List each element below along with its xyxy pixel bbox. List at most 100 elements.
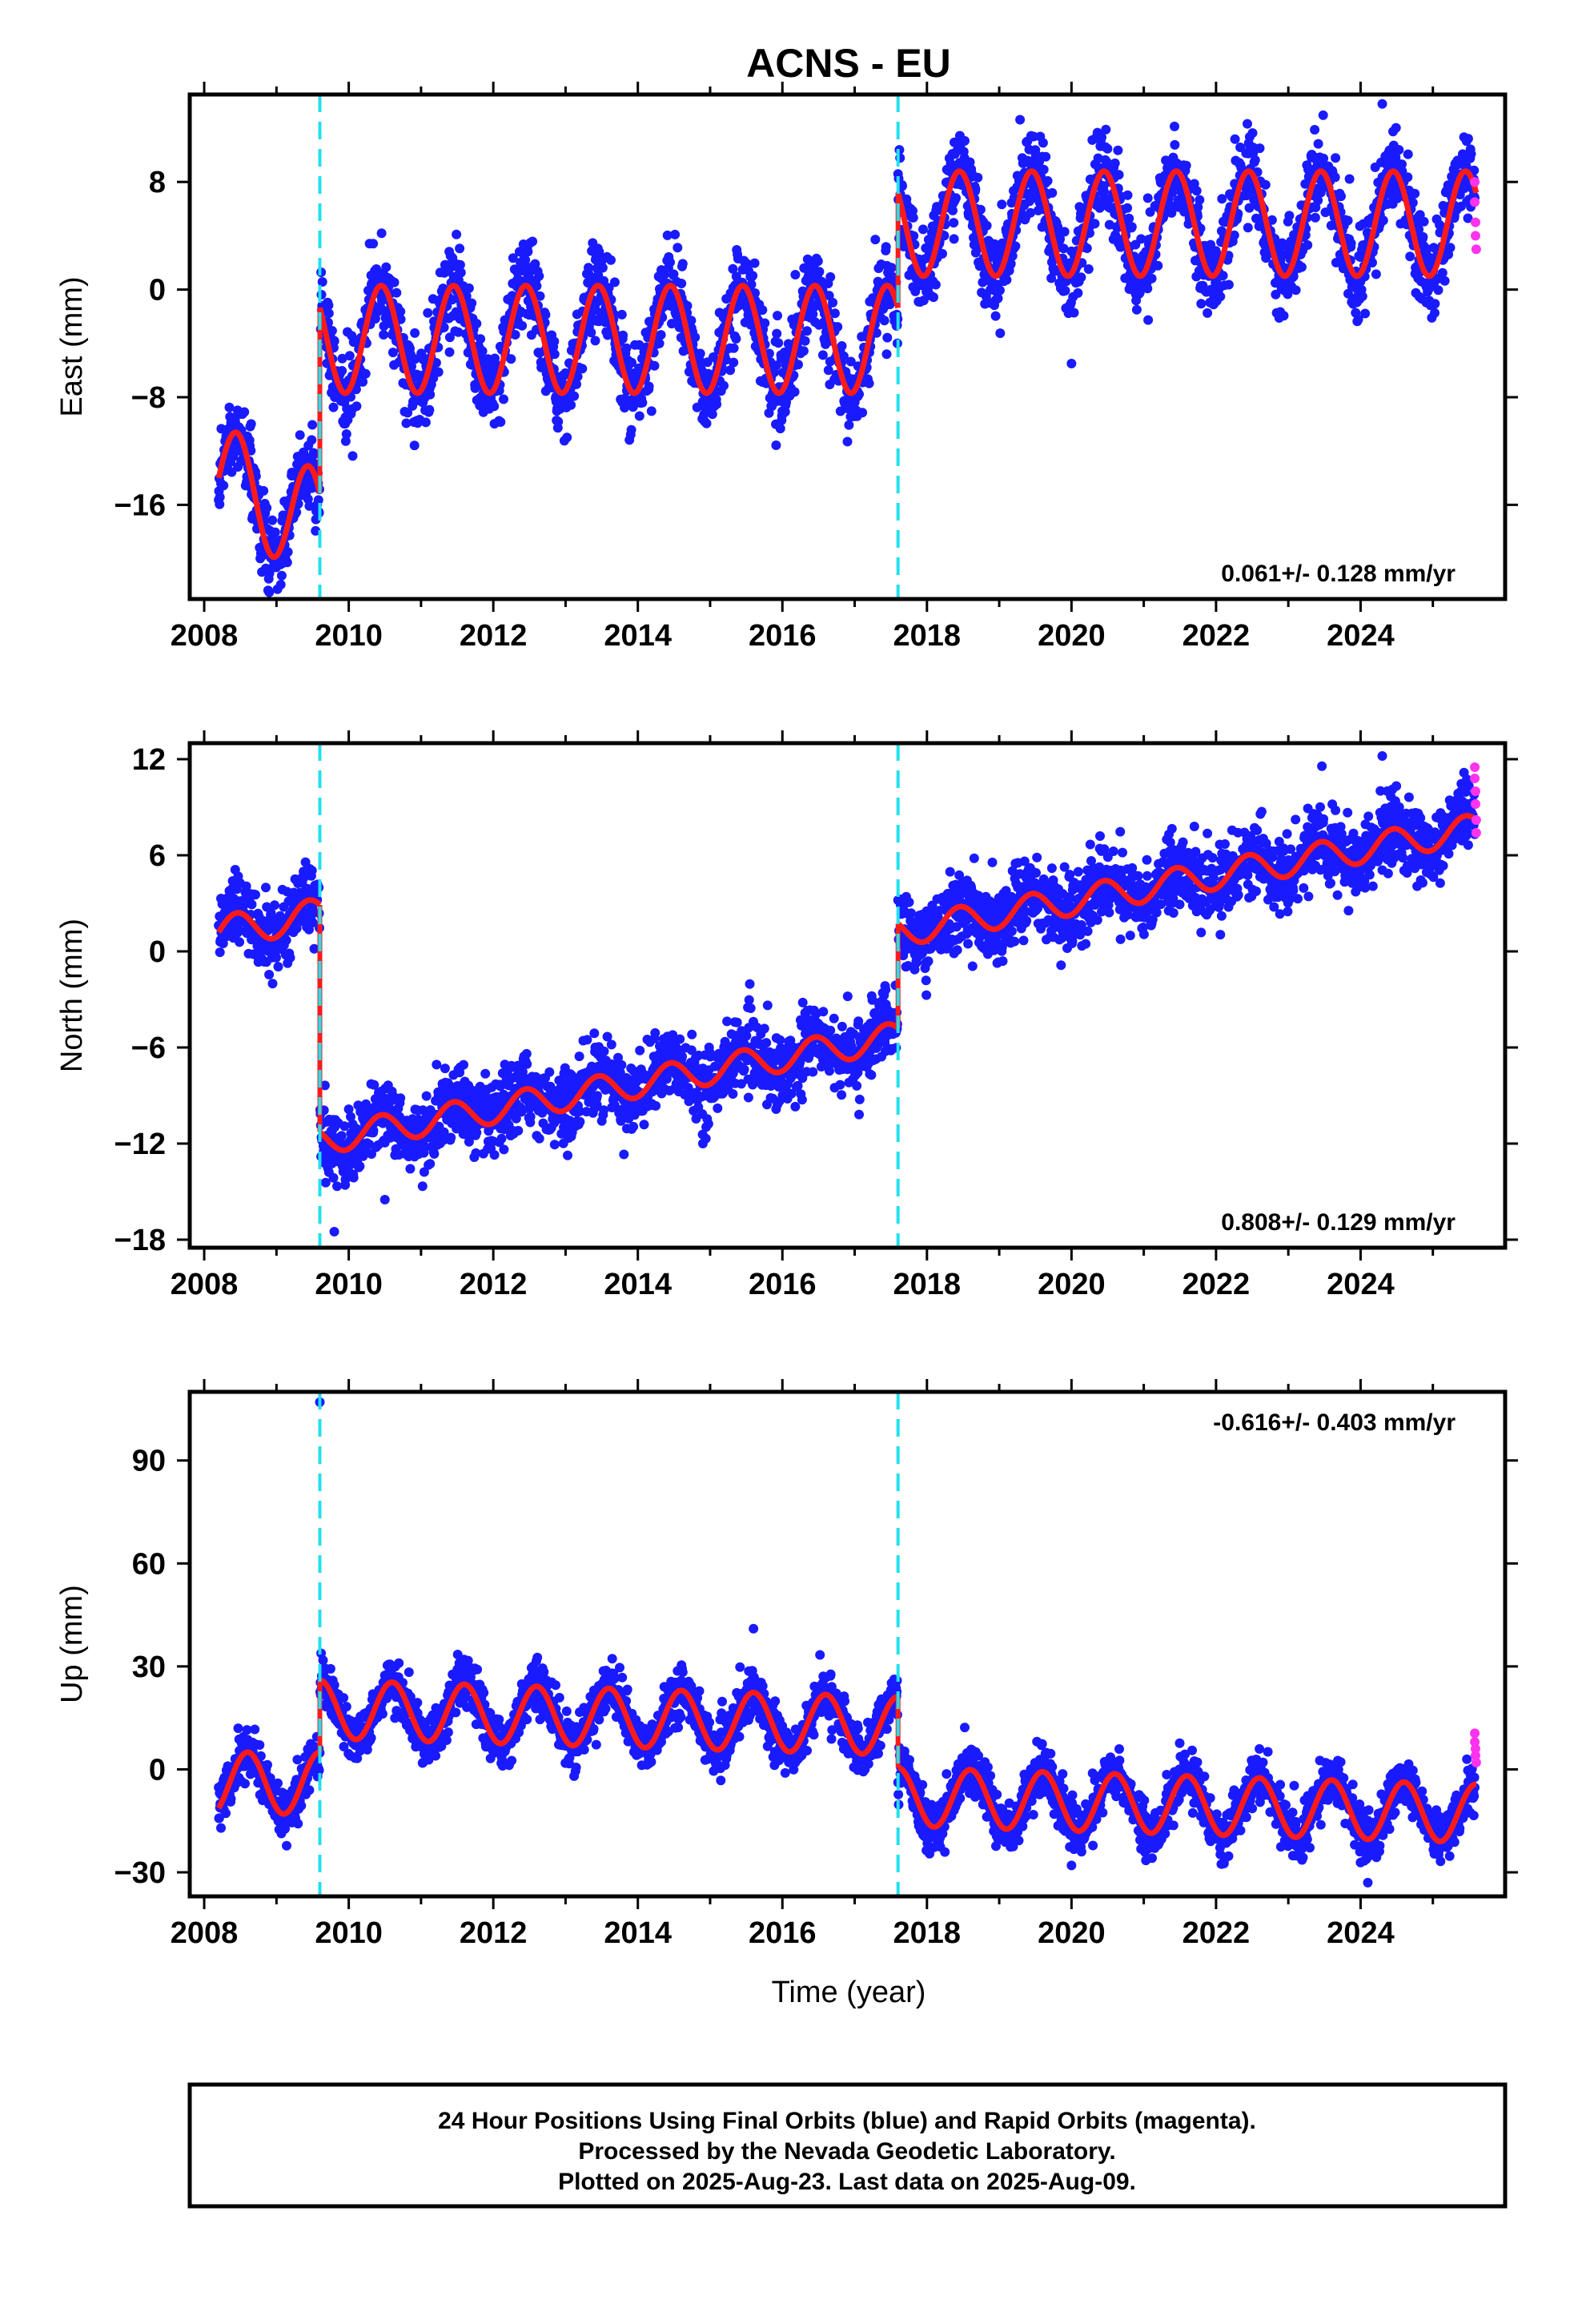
data-point [1122, 190, 1133, 200]
x-tick-label: 2008 [171, 619, 239, 653]
data-point [668, 1030, 678, 1040]
data-point [1403, 172, 1413, 183]
data-point [307, 420, 318, 430]
data-point [993, 293, 1003, 304]
data-point [267, 979, 278, 989]
data-point [1060, 286, 1070, 296]
data-point [620, 403, 630, 413]
data-point [772, 328, 782, 339]
data-point [367, 1149, 376, 1159]
data-point [1271, 289, 1281, 300]
data-point [949, 234, 959, 244]
data-point [825, 271, 836, 282]
data-point [323, 300, 334, 311]
data-point [744, 995, 754, 1005]
data-point [908, 206, 917, 216]
data-point [628, 1121, 639, 1132]
data-point [1058, 243, 1069, 254]
data-point [1315, 187, 1326, 198]
data-point [973, 172, 983, 183]
data-point [307, 435, 317, 445]
data-point [343, 1104, 354, 1115]
data-point [1466, 149, 1476, 159]
rapid-point [1471, 244, 1481, 255]
data-point [1218, 271, 1228, 281]
data-point [790, 270, 801, 279]
data-point [602, 1031, 612, 1042]
x-tick-label: 2022 [1182, 619, 1251, 653]
data-point [532, 281, 542, 292]
data-point [369, 1080, 379, 1090]
data-point [644, 381, 654, 392]
data-point [599, 1046, 609, 1056]
data-point [307, 918, 318, 927]
data-point [828, 297, 838, 308]
data-point [990, 311, 1001, 321]
data-point [918, 224, 928, 235]
data-point [446, 1132, 456, 1143]
data-point [337, 353, 347, 364]
data-point [489, 1150, 500, 1160]
data-point [271, 952, 281, 963]
data-point [646, 406, 656, 416]
data-point [328, 402, 339, 412]
data-point [549, 349, 560, 360]
data-point [319, 1080, 330, 1091]
data-point [1310, 125, 1320, 135]
data-point [499, 394, 508, 404]
data-point [1143, 315, 1154, 325]
data-point [634, 411, 644, 421]
data-point [1397, 159, 1407, 170]
data-point [262, 503, 272, 513]
x-tick-label: 2010 [315, 619, 383, 653]
data-point [259, 485, 269, 496]
data-point [582, 1035, 592, 1045]
data-point [1122, 203, 1133, 213]
data-point [1053, 222, 1063, 232]
data-point [1439, 275, 1450, 286]
data-point [1006, 259, 1016, 269]
data-point [609, 1100, 620, 1111]
data-point [569, 391, 580, 401]
data-point [1430, 299, 1440, 309]
data-point [728, 263, 738, 274]
data-point [313, 495, 323, 505]
data-point [1296, 262, 1307, 272]
data-point [351, 401, 362, 412]
y-tick-label: 0 [149, 274, 166, 308]
data-point [530, 259, 540, 269]
data-point [732, 1017, 742, 1027]
data-point [1195, 195, 1205, 205]
data-point [1247, 128, 1258, 139]
x-tick-label: 2024 [1327, 619, 1395, 653]
data-point [276, 570, 287, 581]
data-point [837, 341, 847, 351]
data-point [800, 336, 810, 346]
data-point [420, 417, 431, 428]
data-point [267, 515, 278, 525]
data-point [368, 239, 379, 249]
data-point [594, 247, 604, 257]
data-point [273, 962, 283, 972]
data-point [1463, 134, 1473, 144]
data-point [464, 1136, 474, 1147]
data-point [275, 911, 285, 921]
data-point [970, 184, 981, 195]
data-point [739, 1064, 749, 1075]
data-point [285, 952, 295, 963]
data-point [736, 1079, 746, 1089]
data-point [682, 300, 693, 311]
data-point [368, 1125, 379, 1136]
data-point [1029, 131, 1039, 142]
data-point [592, 1091, 602, 1101]
data-point [1026, 207, 1036, 218]
data-point [346, 1112, 355, 1122]
data-point [1083, 264, 1094, 274]
data-point [951, 193, 961, 203]
data-point [639, 1120, 649, 1130]
data-point [387, 348, 398, 358]
data-point [1166, 201, 1176, 211]
data-point [275, 580, 286, 589]
y-tick-label: 8 [149, 166, 166, 199]
